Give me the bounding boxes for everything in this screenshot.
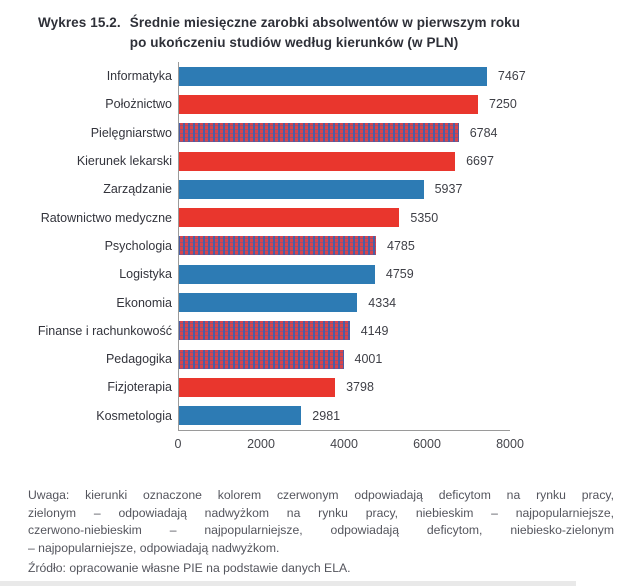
bar-row: Kierunek lekarski 6697 xyxy=(0,147,640,175)
bar-row: Logistyka 4759 xyxy=(0,260,640,288)
bar xyxy=(178,377,336,397)
bar-track: 4149 xyxy=(178,317,640,345)
chart-title-text: Średnie miesięczne zarobki absolwentów w… xyxy=(130,13,520,53)
x-tick-label: 6000 xyxy=(413,437,441,451)
bar-track: 5350 xyxy=(178,203,640,231)
category-label: Informatyka xyxy=(106,69,172,84)
y-axis-line xyxy=(178,62,179,430)
value-label: 6784 xyxy=(469,125,498,140)
bar-row: Pielęgniarstwo 6784 xyxy=(0,119,640,147)
value-label: 5350 xyxy=(410,210,439,225)
bar-row: Informatyka 7467 xyxy=(0,62,640,90)
bar-track: 4759 xyxy=(178,260,640,288)
bar-track: 3798 xyxy=(178,373,640,401)
bar-row: Zarządzanie 5937 xyxy=(0,175,640,203)
category-label: Psychologia xyxy=(104,238,172,253)
x-axis-ticks: 0 2000 4000 6000 8000 xyxy=(174,437,524,453)
bar-track: 4785 xyxy=(178,232,640,260)
value-label: 4334 xyxy=(368,295,397,310)
value-label: 4759 xyxy=(385,267,414,282)
bar-track: 7250 xyxy=(178,90,640,118)
bar-track: 7467 xyxy=(178,62,640,90)
bar xyxy=(178,151,456,171)
chart-title-line-2: po ukończeniu studiów według kierunków (… xyxy=(129,35,459,50)
note-line: – najpopularniejsze, odpowiadają nadwyżk… xyxy=(28,540,280,555)
chart-title: Wykres 15.2. Średnie miesięczne zarobki … xyxy=(38,13,520,53)
x-tick-label: 8000 xyxy=(496,437,524,451)
value-label: 4149 xyxy=(360,323,389,338)
bar xyxy=(178,66,487,86)
bar xyxy=(178,94,478,114)
chart-number: Wykres 15.2. xyxy=(38,15,121,30)
bar-row: Kosmetologia 2981 xyxy=(0,402,640,430)
category-label: Fizjoterapia xyxy=(107,380,172,395)
category-label: Pielęgniarstwo xyxy=(90,125,172,140)
category-label: Ratownictwo medyczne xyxy=(40,210,172,225)
chart-title-line-1: Średnie miesięczne zarobki absolwentów w… xyxy=(129,15,521,30)
bar xyxy=(178,293,358,313)
category-label: Ekonomia xyxy=(116,295,172,310)
value-label: 7250 xyxy=(489,97,517,112)
x-tick-label: 2000 xyxy=(247,437,275,451)
bar-row: Psychologia 4785 xyxy=(0,232,640,260)
bar-row: Finanse i rachunkowość 4149 xyxy=(0,317,640,345)
value-label: 7467 xyxy=(497,69,526,84)
category-label: Kierunek lekarski xyxy=(76,154,172,169)
bar-row: Położnictwo 7250 xyxy=(0,90,640,118)
note-line: czerwono-niebieskim – najpopularniejsze,… xyxy=(28,523,614,538)
bar-row: Pedagogika 4001 xyxy=(0,345,640,373)
category-label: Zarządzanie xyxy=(103,182,172,197)
source-note: Źródło: opracowanie własne PIE na podsta… xyxy=(28,561,351,576)
x-tick-label: 4000 xyxy=(330,437,358,451)
bar-chart: Informatyka 7467 Położnictwo 7250 Pielęg… xyxy=(0,62,640,462)
category-label: Pedagogika xyxy=(105,352,172,367)
note-line: zielonym – odpowiadają nadwyżkom na rynk… xyxy=(28,505,614,520)
bar xyxy=(178,264,375,284)
bar-rows: Informatyka 7467 Położnictwo 7250 Pielęg… xyxy=(0,62,640,430)
bar-row: Ekonomia 4334 xyxy=(0,288,640,316)
bar-track: 6784 xyxy=(178,119,640,147)
bar-row: Fizjoterapia 3798 xyxy=(0,373,640,401)
bar xyxy=(178,123,459,143)
bar xyxy=(178,179,424,199)
x-axis-line xyxy=(178,430,510,431)
bar xyxy=(178,321,350,341)
value-label: 2981 xyxy=(312,408,341,423)
bar xyxy=(178,236,376,256)
bar xyxy=(178,349,344,369)
bar xyxy=(178,406,302,426)
value-label: 4785 xyxy=(387,238,415,253)
category-label: Kosmetologia xyxy=(96,408,172,423)
bar-track: 2981 xyxy=(178,402,640,430)
bar-track: 4001 xyxy=(178,345,640,373)
value-label: 5937 xyxy=(434,182,463,197)
category-label: Położnictwo xyxy=(105,97,172,112)
bar-track: 6697 xyxy=(178,147,640,175)
bar xyxy=(178,208,400,228)
value-label: 6697 xyxy=(466,154,494,169)
x-tick-label: 0 xyxy=(174,437,182,451)
category-label: Finanse i rachunkowość xyxy=(37,323,172,338)
bar-row: Ratownictwo medyczne 5350 xyxy=(0,203,640,231)
value-label: 3798 xyxy=(346,380,374,395)
page-bottom-edge xyxy=(0,581,576,586)
note-line: Uwaga: kierunki oznaczone kolorem czerwo… xyxy=(28,488,614,502)
category-label: Logistyka xyxy=(119,267,172,282)
value-label: 4001 xyxy=(354,352,383,367)
chart-notes: Uwaga: kierunki oznaczone kolorem czerwo… xyxy=(28,487,614,578)
bar-track: 5937 xyxy=(178,175,640,203)
bar-track: 4334 xyxy=(178,288,640,316)
